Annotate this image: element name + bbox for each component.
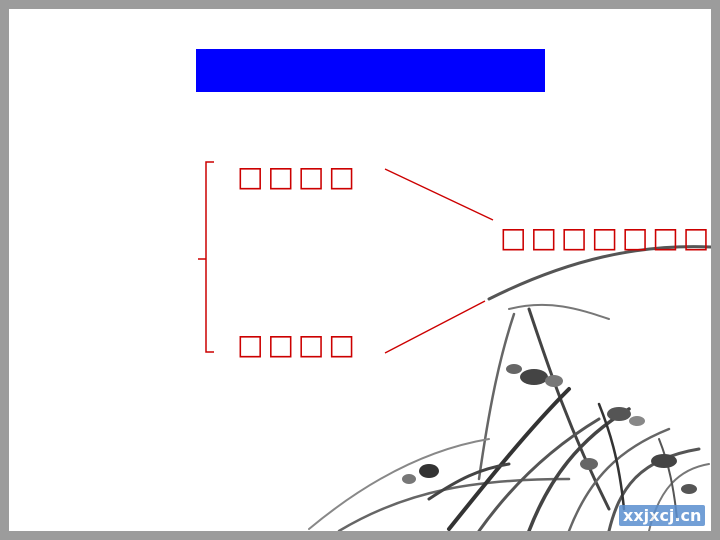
orchid-blossoms — [402, 364, 697, 494]
diagram-item-right: □□□□□□□□□ — [500, 221, 711, 254]
orchid-illustration — [308, 245, 711, 531]
watermark-logo: xxjxcj.cn — [619, 505, 706, 526]
connector-bottom — [384, 300, 486, 354]
diagram-graphics — [198, 161, 711, 531]
diagram-item-bottom: □□□□ — [237, 328, 359, 361]
left-brace — [205, 161, 214, 353]
connector-top — [384, 168, 494, 221]
slide: □□□□ □□□□ □□□□□□□□□ xxjxcj.cn — [9, 9, 711, 531]
diagram-item-top: □□□□ — [237, 160, 359, 193]
title-bar — [196, 49, 545, 92]
